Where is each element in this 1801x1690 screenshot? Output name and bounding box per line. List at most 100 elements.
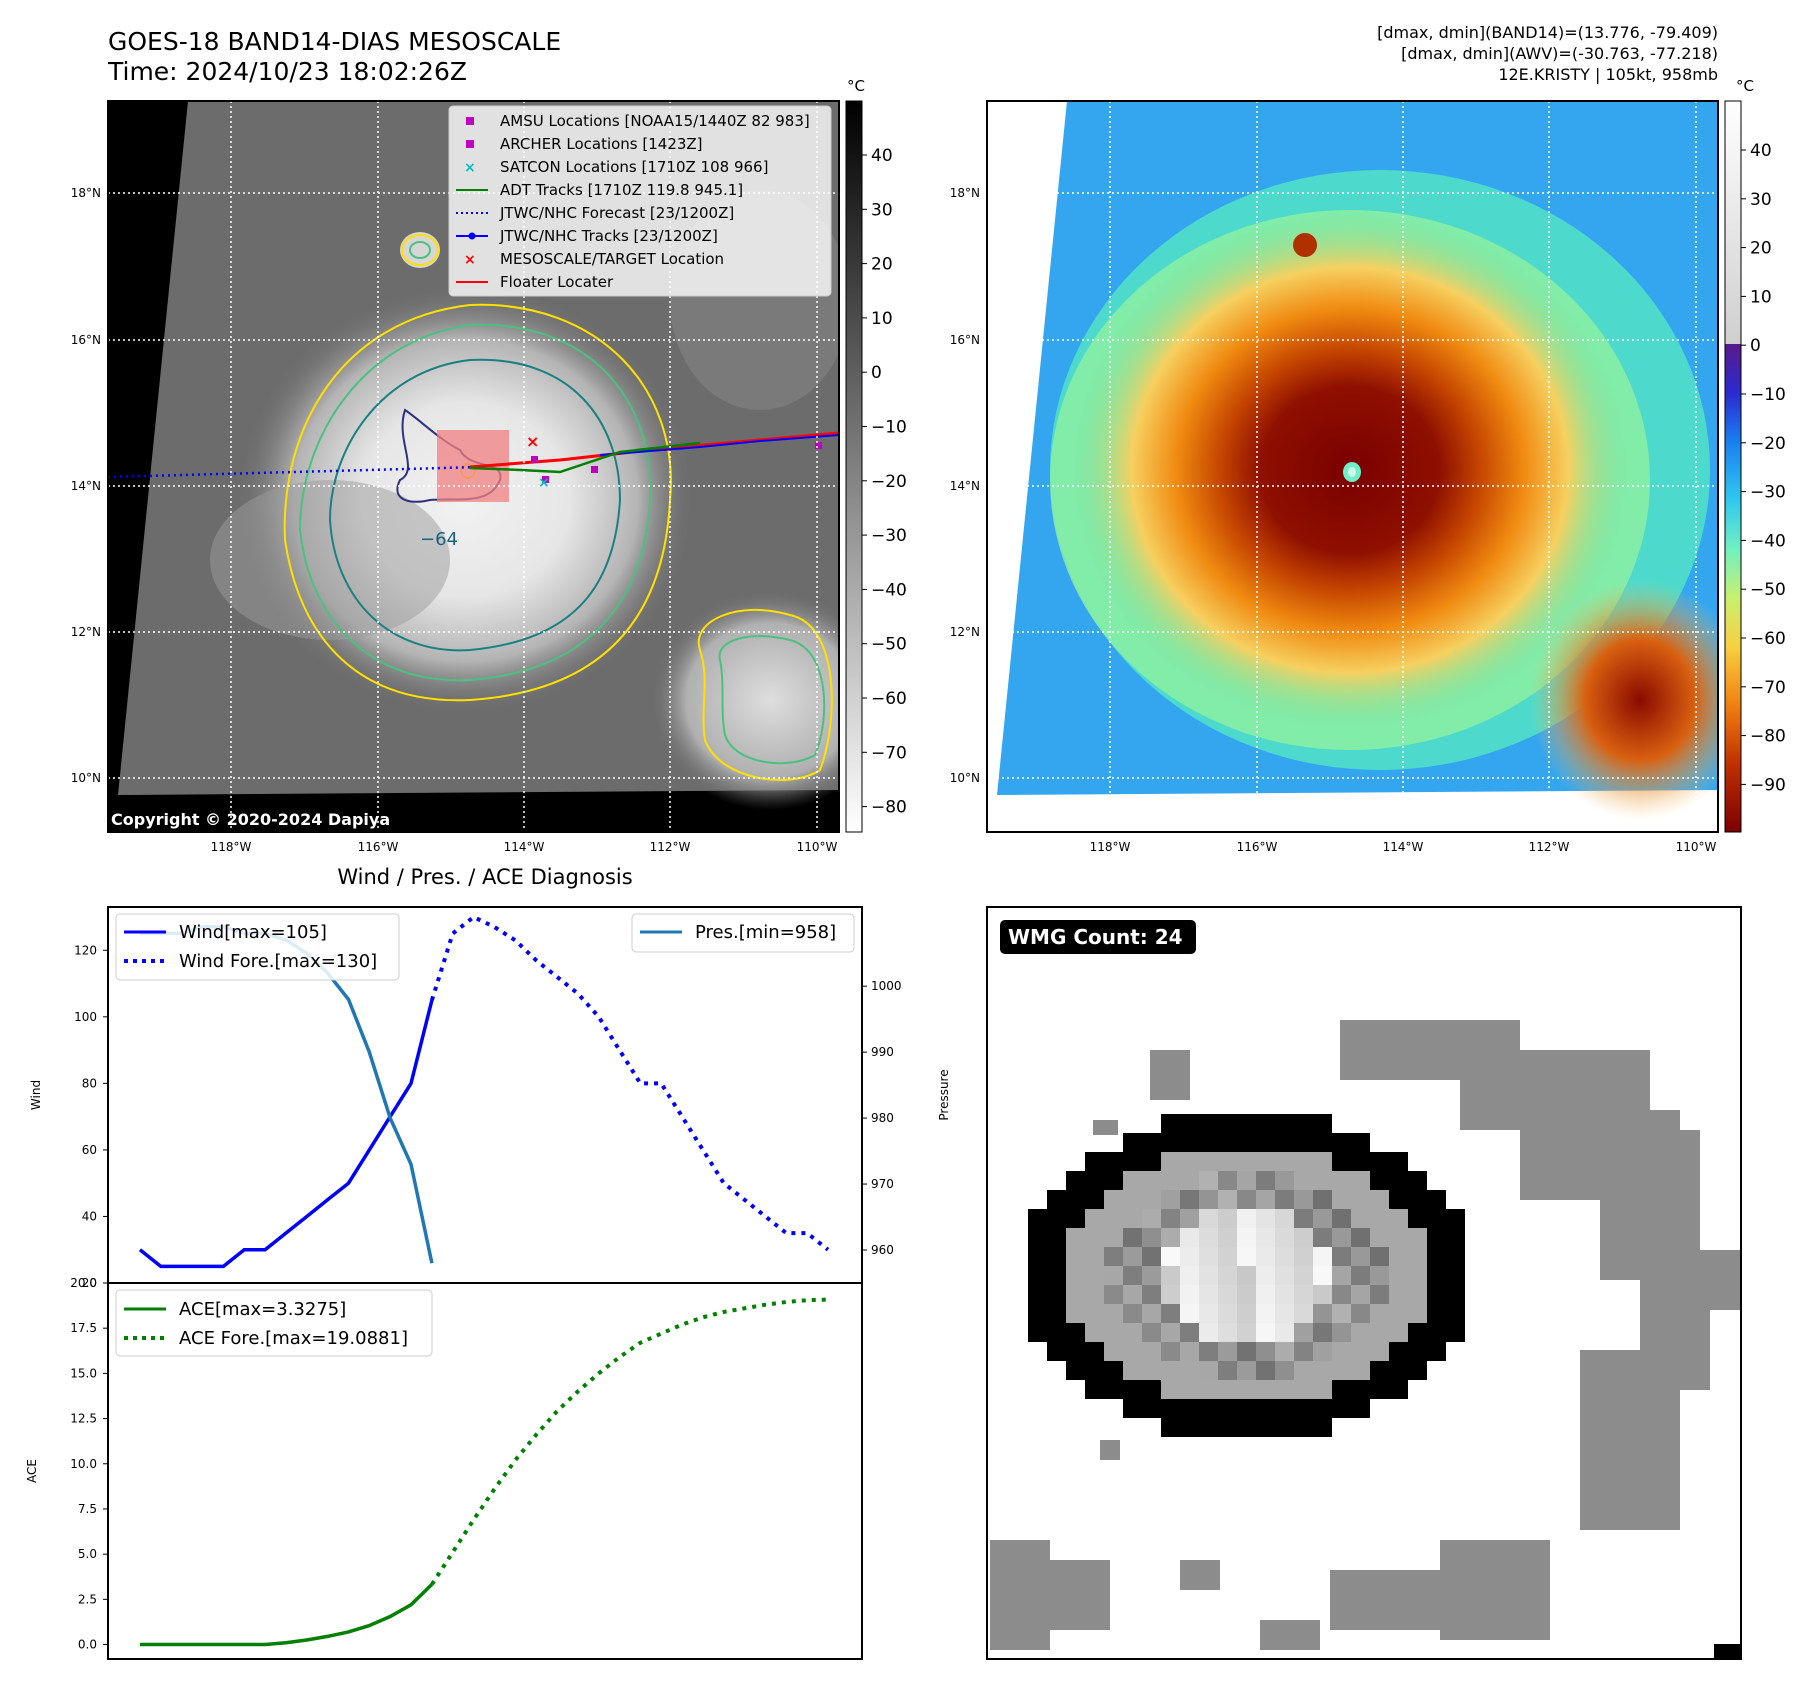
wmg-cell (1218, 1114, 1237, 1133)
pressure-tick-label: 980 (871, 1111, 894, 1125)
wmg-cell (1199, 1114, 1218, 1133)
latitude-label: 12°N (71, 625, 101, 639)
wmg-cell (1389, 1190, 1408, 1209)
pressure-tick-label: 970 (871, 1177, 894, 1191)
wmg-cell (1332, 1228, 1351, 1247)
wmg-cell (1218, 1380, 1237, 1399)
wmg-cell (1332, 1171, 1351, 1190)
wind-tick-label: 60 (82, 1143, 97, 1157)
wmg-cell (1123, 1190, 1142, 1209)
wmg-cell (1313, 1323, 1332, 1342)
colorbar-tick-label: 0 (1750, 336, 1761, 356)
wmg-cell (1199, 1380, 1218, 1399)
colorbar-tick-label: 40 (871, 146, 893, 166)
wmg-cell (1161, 1342, 1180, 1361)
wmg-cell (1275, 1304, 1294, 1323)
wmg-cell (1218, 1361, 1237, 1380)
diagnosis-title: Wind / Pres. / ACE Diagnosis (337, 865, 632, 889)
wind-forecast-series-line (429, 914, 830, 1252)
colorbar-tick-label: −90 (1750, 775, 1786, 795)
ace-tick-label: 17.5 (70, 1321, 97, 1335)
wmg-cell (1332, 1285, 1351, 1304)
wmg-cell (1180, 1266, 1199, 1285)
wmg-cell (1161, 1304, 1180, 1323)
wmg-cell (1275, 1171, 1294, 1190)
wmg-cell (1161, 1152, 1180, 1171)
wmg-cell (1256, 1380, 1275, 1399)
wind-tick-label: 20 (82, 1276, 97, 1290)
wmg-cell (1351, 1209, 1370, 1228)
wmg-cloud-cell (1440, 1540, 1550, 1640)
wmg-cell (1028, 1247, 1047, 1266)
wmg-cell (1332, 1209, 1351, 1228)
wmg-cell (1332, 1304, 1351, 1323)
wmg-cell (1370, 1380, 1389, 1399)
wmg-cell (1351, 1152, 1370, 1171)
adt-track (469, 441, 701, 474)
wind-tick-label: 80 (82, 1076, 97, 1090)
wmg-cell (1123, 1342, 1142, 1361)
wmg-cell (1066, 1323, 1085, 1342)
legend-entry-label: ARCHER Locations [1423Z] (500, 135, 703, 153)
pressure-axis-label: Pressure (937, 1069, 951, 1120)
wmg-cell (1142, 1285, 1161, 1304)
wmg-cell (1313, 1133, 1332, 1152)
wmg-cell (1370, 1304, 1389, 1323)
latitude-label: 16°N (950, 333, 980, 347)
colorbar-tick-label: −60 (1750, 629, 1786, 649)
wmg-cell (1370, 1171, 1389, 1190)
amsu-marker (542, 476, 549, 483)
wmg-cell (1313, 1361, 1332, 1380)
wmg-cell (1256, 1152, 1275, 1171)
wmg-cell (1256, 1114, 1275, 1133)
legend-ace: ACE[max=3.3275] (179, 1299, 346, 1320)
wmg-cell (1237, 1380, 1256, 1399)
wmg-cell (1351, 1361, 1370, 1380)
legend-entry-label: MESOSCALE/TARGET Location (500, 250, 724, 268)
wmg-cell (1123, 1323, 1142, 1342)
legend-entry-label: ADT Tracks [1710Z 119.8 945.1] (500, 181, 743, 199)
wmg-cell (1142, 1304, 1161, 1323)
wind-tick-label: 100 (74, 1010, 97, 1024)
wmg-cell (1066, 1304, 1085, 1323)
pressure-tick-label: 1000 (871, 979, 902, 993)
wmg-cell (1294, 1342, 1313, 1361)
wmg-cell (1066, 1190, 1085, 1209)
wmg-cell (1161, 1361, 1180, 1380)
wmg-cell (1085, 1266, 1104, 1285)
wmg-cell (1275, 1247, 1294, 1266)
satcon-marker: × (538, 475, 550, 491)
wmg-cell (1332, 1399, 1351, 1418)
wmg-cell (1237, 1304, 1256, 1323)
wmg-cell (1370, 1228, 1389, 1247)
colorbar-tick-label: −50 (1750, 580, 1786, 600)
wmg-cell (1408, 1266, 1427, 1285)
wmg-cell (1047, 1266, 1066, 1285)
wmg-cell (1142, 1266, 1161, 1285)
wmg-cell (1085, 1152, 1104, 1171)
legend-entry-label: JTWC/NHC Tracks [23/1200Z] (499, 227, 718, 245)
wmg-cell (1180, 1171, 1199, 1190)
wmg-cell (1104, 1152, 1123, 1171)
wmg-cell (1294, 1418, 1313, 1437)
wmg-cell (1389, 1152, 1408, 1171)
diagnosis-panel: Wind / Pres. / ACE Diagnosis 20 40 60 80 100… (25, 865, 951, 1660)
ir-colorbar: °C 40 30 20 10 0 −10 −20 −30 −40 −50 −60 −70 −80 (845, 77, 907, 833)
legend-entry-label: JTWC/NHC Forecast [23/1200Z] (499, 204, 734, 222)
wmg-cell (1218, 1266, 1237, 1285)
wmg-cell (1085, 1171, 1104, 1190)
wind-tick-label: 120 (74, 943, 97, 957)
wmg-cell (1294, 1361, 1313, 1380)
colorbar-tick-label: −70 (871, 743, 907, 763)
wmg-cell (1351, 1247, 1370, 1266)
latitude-label: 10°N (950, 771, 980, 785)
wmg-cell (1123, 1228, 1142, 1247)
wmg-cell (1028, 1323, 1047, 1342)
legend-marker-target: × (464, 252, 476, 268)
wmg-cell (1370, 1285, 1389, 1304)
wmg-cell (1180, 1209, 1199, 1228)
wmg-cell (1256, 1323, 1275, 1342)
wmg-cell (1275, 1342, 1294, 1361)
wmg-cell (1180, 1114, 1199, 1133)
wmg-cell (1313, 1114, 1332, 1133)
